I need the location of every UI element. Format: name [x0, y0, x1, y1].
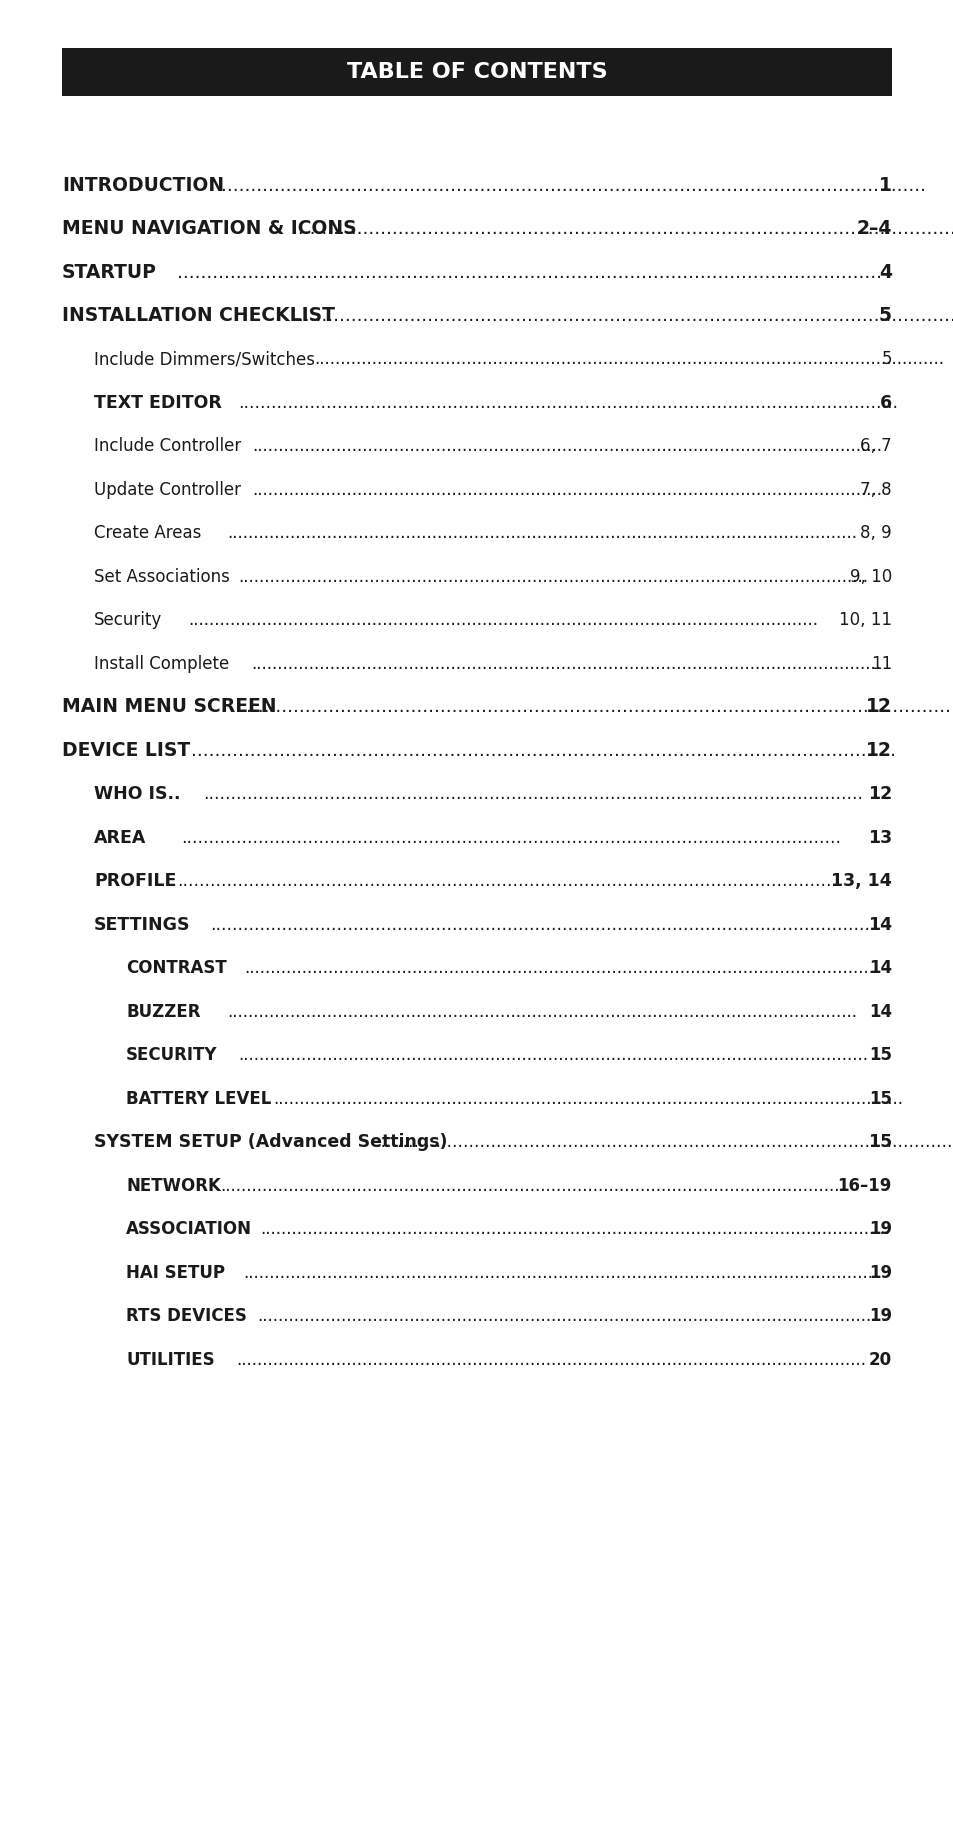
Text: BUZZER: BUZZER: [126, 1002, 200, 1021]
Text: ................................................................................: ........................................…: [191, 741, 895, 761]
Text: 13: 13: [867, 829, 891, 847]
Text: TEXT EDITOR: TEXT EDITOR: [94, 393, 222, 412]
Text: 19: 19: [868, 1220, 891, 1238]
Text: 11: 11: [870, 655, 891, 673]
Text: 2–4: 2–4: [856, 219, 891, 238]
Text: ................................................................................: ........................................…: [220, 1176, 849, 1194]
Text: ................................................................................: ........................................…: [253, 437, 882, 455]
Text: 16–19: 16–19: [837, 1176, 891, 1194]
Text: Set Associations: Set Associations: [94, 567, 230, 585]
Text: AREA: AREA: [94, 829, 146, 847]
Text: Create Areas: Create Areas: [94, 523, 201, 541]
Text: 6: 6: [879, 393, 891, 412]
Text: BATTERY LEVEL: BATTERY LEVEL: [126, 1090, 271, 1108]
Text: ................................................................................: ........................................…: [236, 1350, 865, 1368]
Text: 14: 14: [868, 1002, 891, 1021]
Text: ................................................................................: ........................................…: [292, 305, 953, 326]
Text: INTRODUCTION: INTRODUCTION: [62, 176, 224, 194]
Text: 4: 4: [878, 263, 891, 282]
Text: STARTUP: STARTUP: [62, 263, 156, 282]
Text: UTILITIES: UTILITIES: [126, 1350, 214, 1368]
Text: 14: 14: [867, 916, 891, 933]
Text: ................................................................................: ........................................…: [292, 219, 953, 238]
Text: NETWORK: NETWORK: [126, 1176, 221, 1194]
Text: HAI SETUP: HAI SETUP: [126, 1264, 225, 1282]
Text: 12: 12: [865, 741, 891, 761]
Text: ................................................................................: ........................................…: [227, 1002, 856, 1021]
Text: Security: Security: [94, 611, 162, 629]
Text: 8, 9: 8, 9: [860, 523, 891, 541]
Text: 19: 19: [868, 1264, 891, 1282]
Text: 20: 20: [868, 1350, 891, 1368]
Text: Include Controller: Include Controller: [94, 437, 241, 455]
Text: DEVICE LIST: DEVICE LIST: [62, 741, 190, 761]
Text: ................................................................................: ........................................…: [238, 567, 867, 585]
Text: Update Controller: Update Controller: [94, 481, 241, 499]
Text: 15: 15: [868, 1090, 891, 1108]
Text: SETTINGS: SETTINGS: [94, 916, 191, 933]
Text: ASSOCIATION: ASSOCIATION: [126, 1220, 252, 1238]
Text: 1: 1: [879, 176, 891, 194]
Text: ................................................................................: ........................................…: [177, 263, 882, 282]
Text: Include Dimmers/Switches: Include Dimmers/Switches: [94, 349, 314, 368]
Text: 15: 15: [868, 1046, 891, 1064]
Text: 15: 15: [867, 1132, 891, 1150]
Text: TABLE OF CONTENTS: TABLE OF CONTENTS: [346, 62, 607, 82]
Text: 5: 5: [881, 349, 891, 368]
Text: ................................................................................: ........................................…: [375, 1132, 953, 1150]
Text: ................................................................................: ........................................…: [238, 1046, 867, 1064]
Text: WHO IS..: WHO IS..: [94, 785, 180, 803]
Text: 9, 10: 9, 10: [849, 567, 891, 585]
Text: ................................................................................: ........................................…: [181, 829, 841, 847]
Text: Install Complete: Install Complete: [94, 655, 229, 673]
Text: ................................................................................: ........................................…: [246, 697, 950, 717]
Text: ................................................................................: ........................................…: [252, 655, 881, 673]
Text: 12: 12: [867, 785, 891, 803]
Text: ................................................................................: ........................................…: [237, 393, 897, 412]
Text: ................................................................................: ........................................…: [273, 1090, 902, 1108]
Text: MAIN MENU SCREEN: MAIN MENU SCREEN: [62, 697, 276, 717]
Text: MENU NAVIGATION & ICONS: MENU NAVIGATION & ICONS: [62, 219, 356, 238]
Text: 6, 7: 6, 7: [860, 437, 891, 455]
Text: 12: 12: [865, 697, 891, 717]
Text: ................................................................................: ........................................…: [176, 872, 836, 891]
Text: ................................................................................: ........................................…: [260, 1220, 889, 1238]
Text: ................................................................................: ........................................…: [314, 349, 943, 368]
Text: ................................................................................: ........................................…: [253, 481, 882, 499]
Text: ................................................................................: ........................................…: [220, 176, 924, 194]
Text: ................................................................................: ........................................…: [188, 611, 817, 629]
Text: RTS DEVICES: RTS DEVICES: [126, 1308, 247, 1324]
Text: 7, 8: 7, 8: [860, 481, 891, 499]
Text: INSTALLATION CHECKLIST: INSTALLATION CHECKLIST: [62, 305, 335, 326]
Text: SECURITY: SECURITY: [126, 1046, 217, 1064]
Text: 14: 14: [868, 958, 891, 977]
Text: ................................................................................: ........................................…: [256, 1308, 886, 1324]
Text: ................................................................................: ........................................…: [210, 916, 869, 933]
Text: ................................................................................: ........................................…: [203, 785, 862, 803]
Text: 5: 5: [878, 305, 891, 326]
Text: 10, 11: 10, 11: [838, 611, 891, 629]
Text: CONTRAST: CONTRAST: [126, 958, 227, 977]
Text: 13, 14: 13, 14: [830, 872, 891, 891]
Text: SYSTEM SETUP (Advanced Settings): SYSTEM SETUP (Advanced Settings): [94, 1132, 447, 1150]
Bar: [62, 48, 891, 95]
Text: PROFILE: PROFILE: [94, 872, 176, 891]
Text: 19: 19: [868, 1308, 891, 1324]
Text: ................................................................................: ........................................…: [227, 523, 856, 541]
Text: ................................................................................: ........................................…: [244, 958, 873, 977]
Text: ................................................................................: ........................................…: [243, 1264, 872, 1282]
